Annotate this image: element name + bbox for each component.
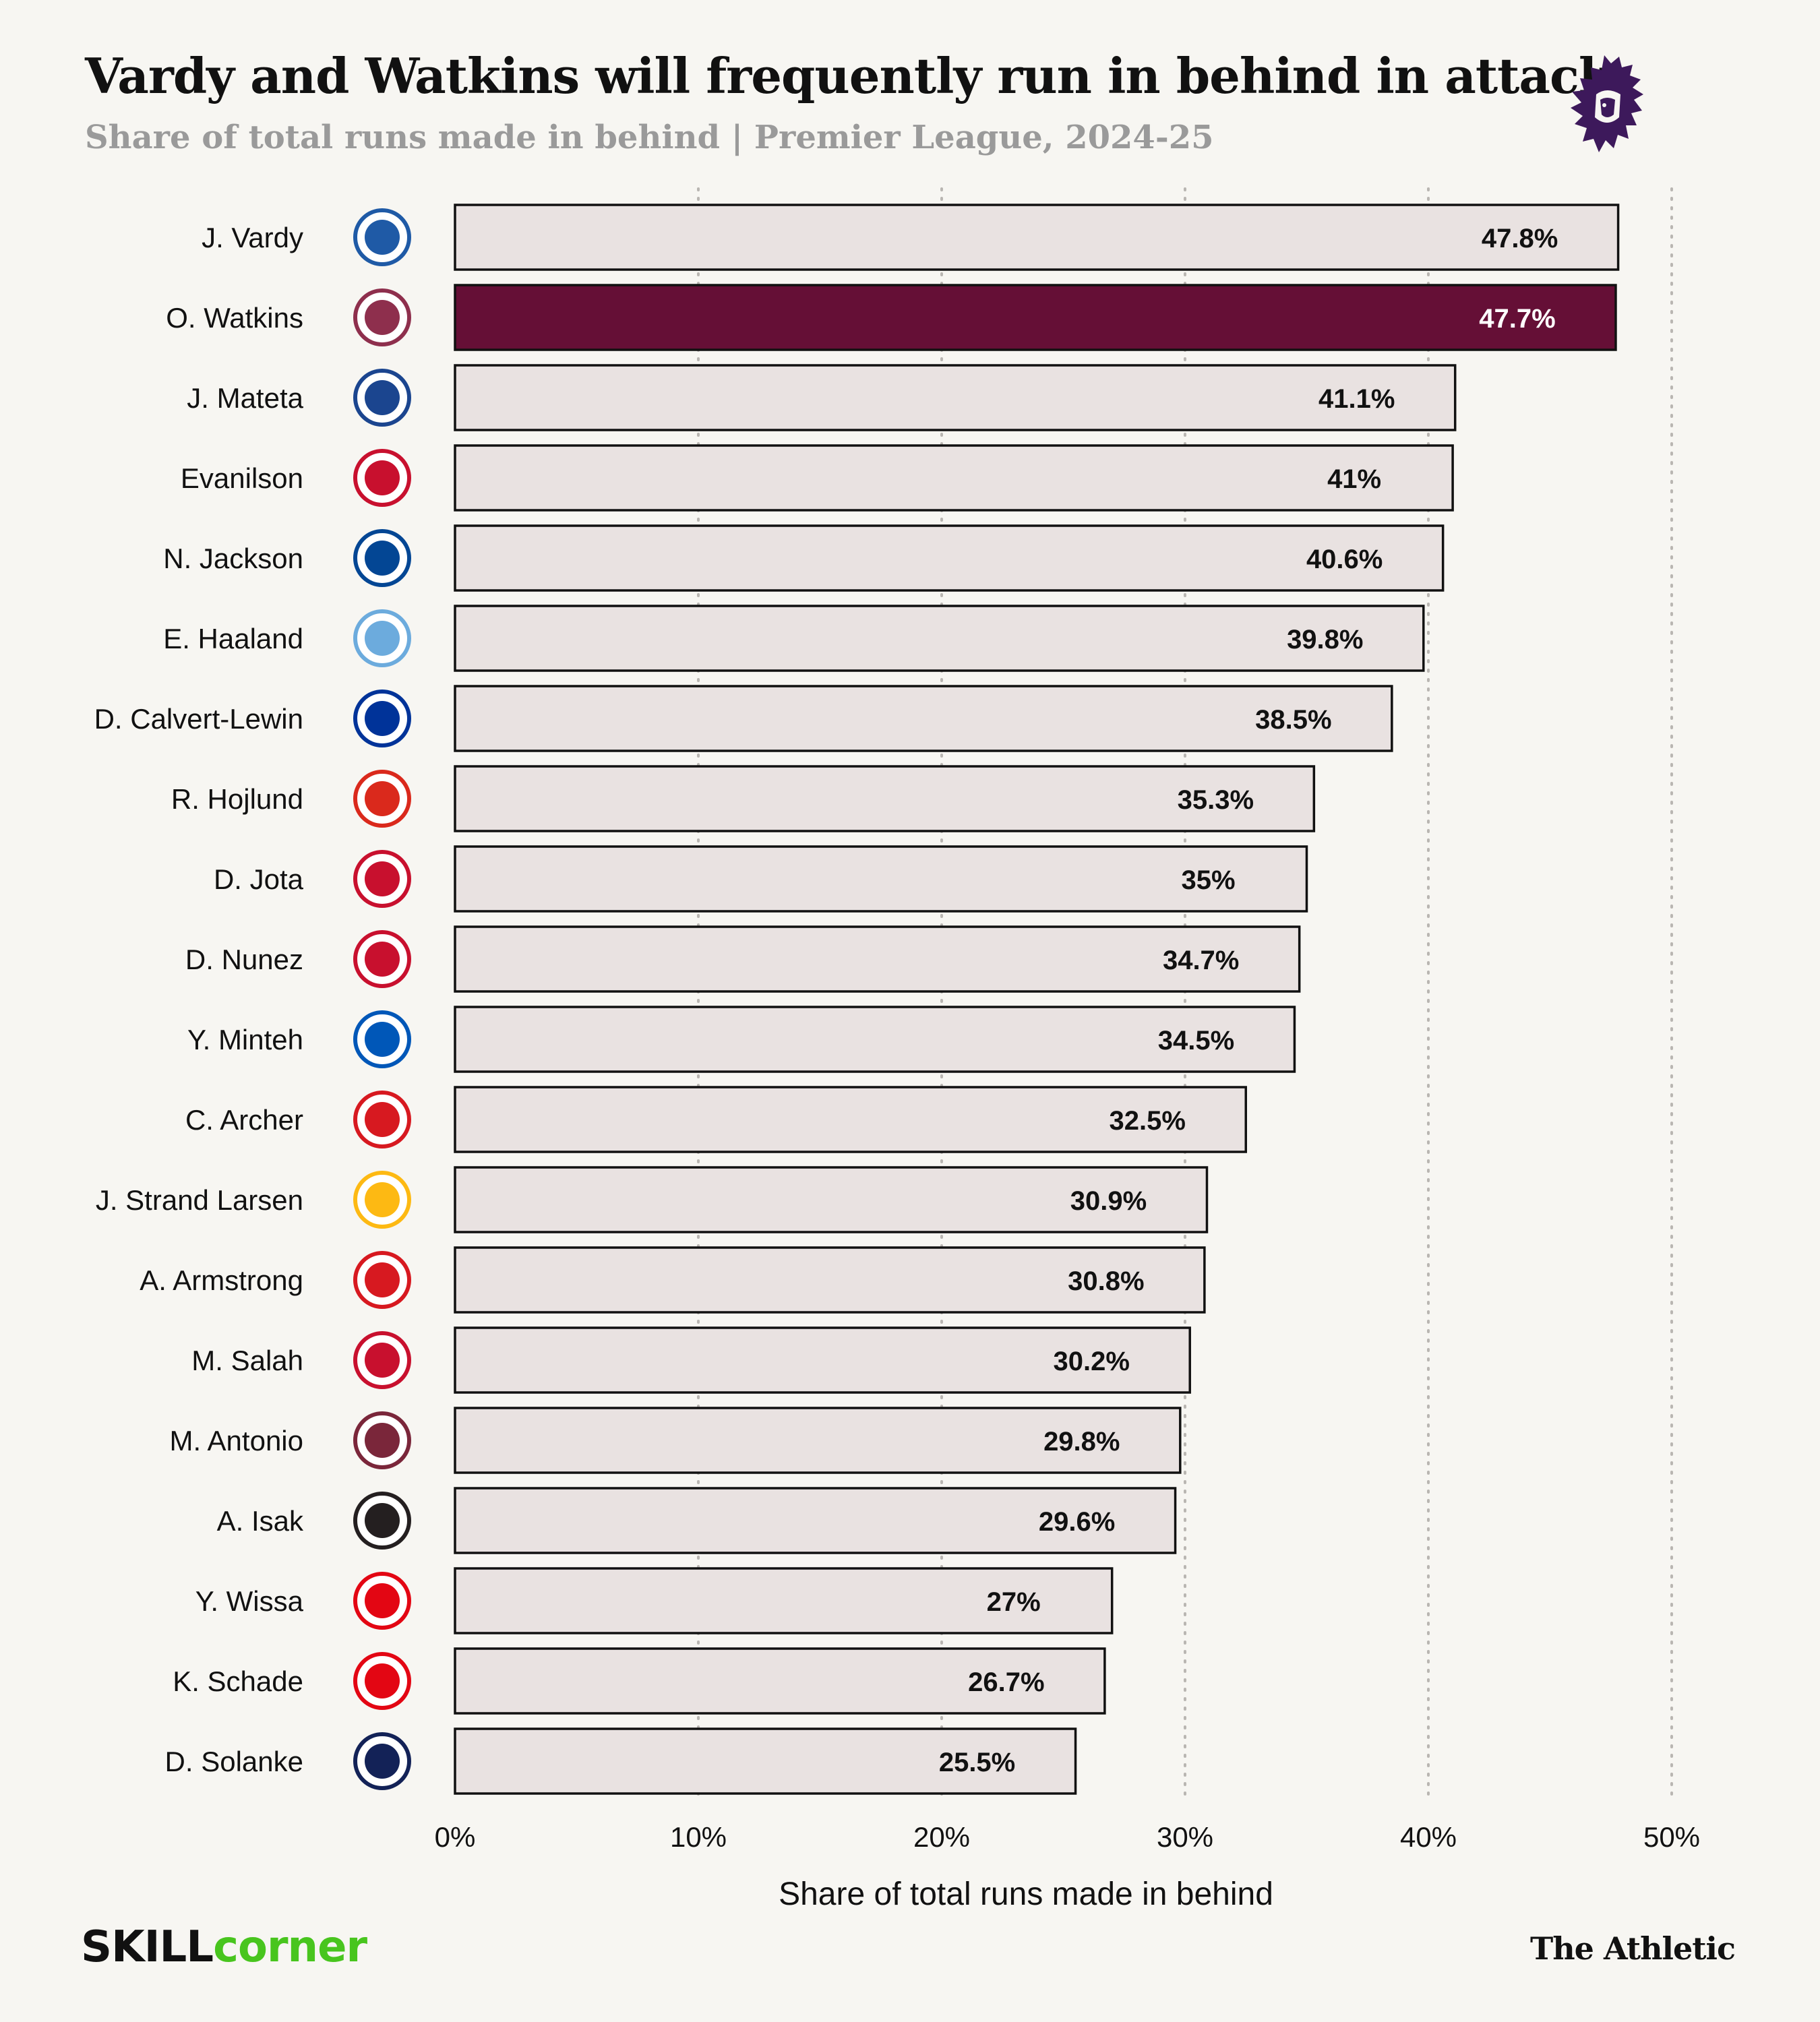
bar: [454, 1166, 1209, 1233]
player-label: D. Jota: [214, 863, 304, 895]
bar: [454, 765, 1316, 832]
value-label: 25.5%: [939, 1748, 1015, 1777]
value-label: 40.6%: [1306, 545, 1383, 574]
club-crest-center-icon: [365, 1182, 400, 1217]
bar: [454, 1326, 1191, 1394]
bar: [454, 444, 1454, 512]
player-label: K. Schade: [173, 1665, 303, 1697]
x-tick-label: 10%: [670, 1821, 727, 1853]
club-crest-center-icon: [365, 1022, 400, 1057]
player-label: M. Antonio: [170, 1425, 303, 1457]
bar: [454, 1086, 1247, 1153]
player-label: D. Solanke: [165, 1746, 303, 1777]
bar: [454, 845, 1308, 913]
bar: [454, 284, 1617, 351]
value-label: 29.8%: [1043, 1427, 1120, 1457]
player-label: J. Strand Larsen: [96, 1184, 303, 1216]
value-label: 30.8%: [1068, 1266, 1144, 1296]
bar: [454, 685, 1393, 752]
bar: [454, 605, 1425, 672]
bar: [454, 1727, 1077, 1795]
club-crest-center-icon: [365, 1102, 400, 1137]
club-crest-center-icon: [365, 300, 400, 335]
player-label: M. Salah: [191, 1345, 303, 1376]
value-label: 41.1%: [1318, 384, 1395, 414]
player-label: Evanilson: [181, 462, 303, 494]
skillcorner-logo: SKILLcorner: [81, 1922, 367, 1972]
club-crest-center-icon: [365, 701, 400, 736]
club-crest-center-icon: [365, 861, 400, 896]
bar: [454, 204, 1620, 271]
value-label: 34.7%: [1163, 946, 1239, 975]
value-label: 47.7%: [1479, 304, 1555, 334]
club-crest-center-icon: [365, 1423, 400, 1458]
club-crest-center-icon: [365, 1343, 400, 1378]
club-crest-center-icon: [365, 1503, 400, 1538]
value-label: 34.5%: [1158, 1026, 1234, 1055]
player-label: A. Armstrong: [140, 1264, 303, 1296]
player-label: N. Jackson: [163, 543, 303, 574]
club-crest-center-icon: [365, 621, 400, 656]
value-label: 26.7%: [968, 1667, 1044, 1697]
club-crest-center-icon: [365, 781, 400, 816]
value-label: 35.3%: [1178, 785, 1254, 815]
value-label: 30.2%: [1054, 1347, 1130, 1376]
value-label: 30.9%: [1070, 1186, 1147, 1216]
player-label: Y. Minteh: [187, 1024, 303, 1055]
chart-subtitle: Share of total runs made in behind | Pre…: [85, 119, 1214, 156]
x-tick-label: 50%: [1643, 1821, 1700, 1853]
bar: [454, 1006, 1296, 1073]
club-crest-center-icon: [365, 1663, 400, 1698]
chart-title: Vardy and Watkins will frequently run in…: [85, 47, 1612, 104]
value-label: 38.5%: [1255, 705, 1331, 735]
club-crest-center-icon: [365, 1262, 400, 1297]
x-tick-label: 40%: [1400, 1821, 1457, 1853]
x-tick-label: 20%: [913, 1821, 970, 1853]
player-label: R. Hojlund: [171, 783, 303, 815]
club-crest-center-icon: [365, 1583, 400, 1618]
player-label: Y. Wissa: [195, 1585, 304, 1617]
player-label: O. Watkins: [166, 302, 303, 334]
club-crest-center-icon: [365, 460, 400, 495]
bar-chart: 47.8% 47.7% 41.1% 41% 40.6% 39.8% 38.5% 35.3% 35…: [94, 187, 1700, 1912]
the-athletic-logo: The Athletic: [1529, 1930, 1736, 1967]
player-label: J. Vardy: [202, 222, 303, 253]
club-crest-center-icon: [365, 380, 400, 415]
bar: [454, 1647, 1106, 1715]
value-label: 27%: [987, 1587, 1041, 1617]
bar: [454, 1246, 1206, 1314]
player-label: C. Archer: [185, 1104, 303, 1136]
bar: [454, 524, 1445, 592]
club-crest-center-icon: [365, 541, 400, 576]
bar: [454, 925, 1301, 993]
bar: [454, 364, 1457, 431]
value-label: 32.5%: [1110, 1106, 1186, 1136]
bar: [454, 1487, 1177, 1554]
x-axis-label: Share of total runs made in behind: [779, 1876, 1273, 1912]
premier-league-lion-icon: [1571, 55, 1643, 152]
bar: [454, 1567, 1114, 1634]
club-crest-center-icon: [365, 220, 400, 255]
bar: [454, 1407, 1182, 1474]
x-tick-label: 30%: [1157, 1821, 1213, 1853]
value-label: 47.8%: [1482, 224, 1558, 253]
player-label: E. Haaland: [163, 623, 303, 654]
player-label: A. Isak: [217, 1505, 304, 1537]
club-crest-center-icon: [365, 1744, 400, 1779]
value-label: 29.6%: [1039, 1507, 1115, 1537]
club-crest-center-icon: [365, 942, 400, 977]
player-label: D. Nunez: [185, 944, 303, 975]
player-label: J. Mateta: [187, 382, 303, 414]
value-label: 39.8%: [1287, 625, 1363, 654]
value-label: 35%: [1181, 865, 1235, 895]
player-label: D. Calvert-Lewin: [94, 703, 303, 735]
x-tick-label: 0%: [435, 1821, 476, 1853]
value-label: 41%: [1327, 464, 1381, 494]
